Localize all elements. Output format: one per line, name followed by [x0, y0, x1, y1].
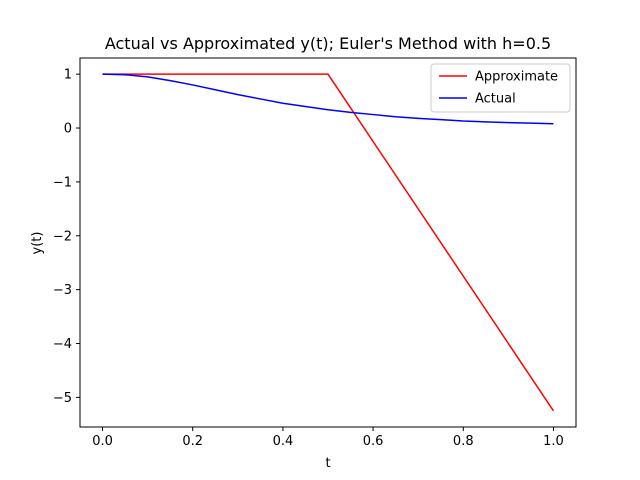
plot-layer: 0.0 0.2 0.4 0.6 0.8 1.0 1 0 −1 −2 −3 −4 −5	[53, 57, 577, 449]
x-tick-label: 1.0	[543, 434, 564, 449]
y-tick-label: −5	[53, 391, 72, 406]
axes-frame	[79, 57, 577, 428]
y-tick-label: −3	[53, 283, 72, 298]
series-line-approximate	[102, 73, 555, 412]
x-tick-label: 0.8	[453, 434, 474, 449]
x-tick-label: 0.4	[273, 434, 294, 449]
x-tick-label: 0.0	[92, 434, 113, 449]
y-tick-label: −1	[53, 175, 72, 190]
x-tick-label: 0.6	[363, 434, 384, 449]
series-line-actual	[102, 73, 554, 125]
x-tick-label: 0.2	[182, 434, 203, 449]
y-tick-label: −2	[53, 229, 72, 244]
legend-label-approximate: Approximate	[475, 70, 558, 85]
x-axis-label: t	[325, 456, 330, 471]
y-tick-label: 0	[64, 122, 72, 137]
y-tick-label: 1	[64, 68, 72, 83]
y-axis-label: y(t)	[30, 232, 45, 255]
legend: Approximate Actual	[430, 63, 571, 113]
chart-title: Actual vs Approximated y(t); Euler's Met…	[105, 34, 551, 53]
y-tick-label: −4	[53, 337, 72, 352]
legend-label-actual: Actual	[475, 92, 516, 107]
